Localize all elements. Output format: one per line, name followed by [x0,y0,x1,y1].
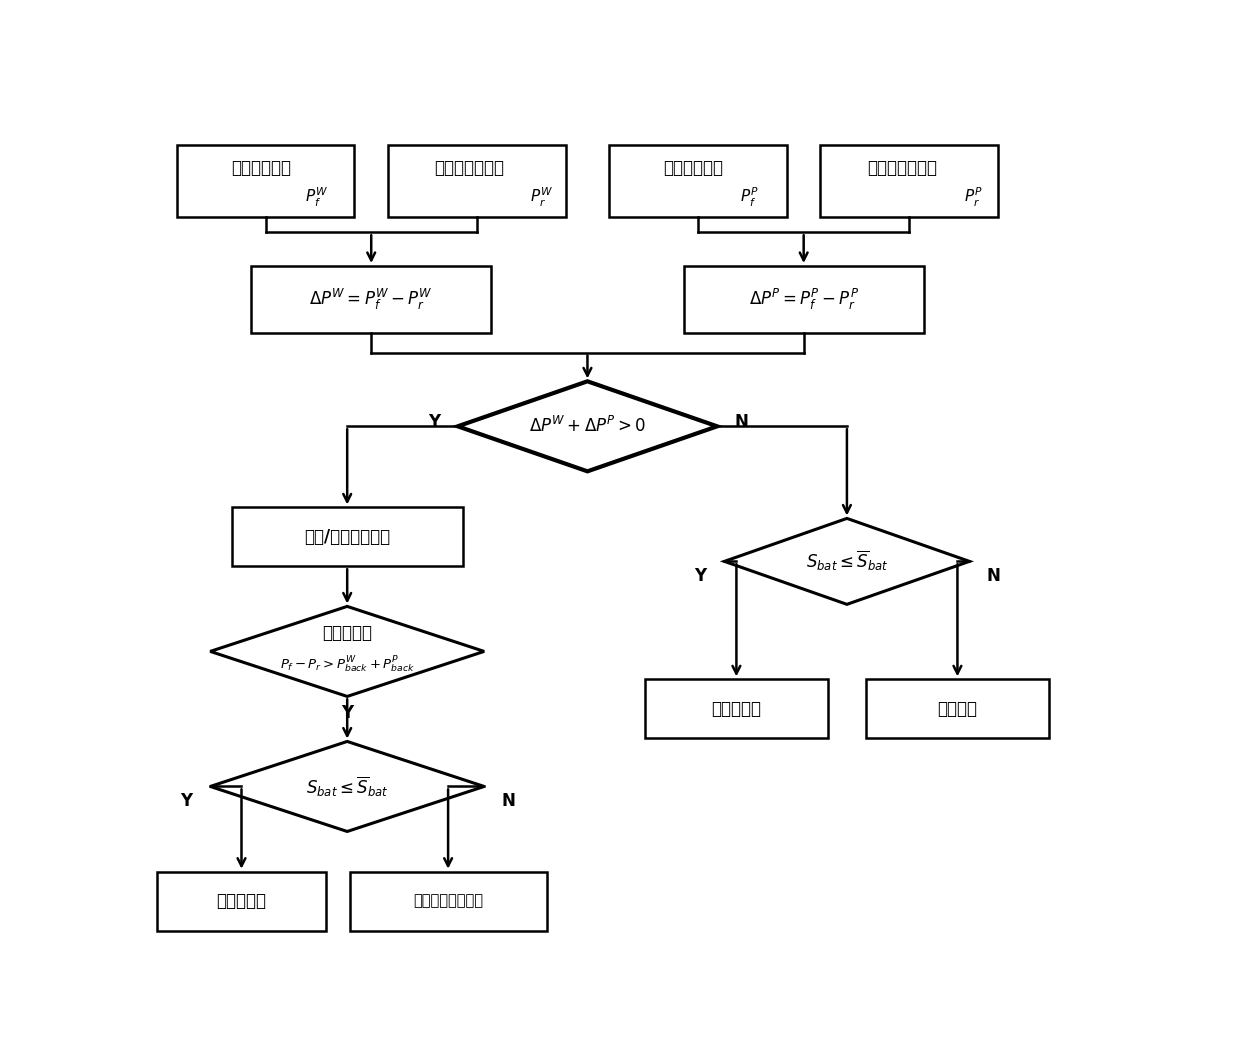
Bar [157,872,326,930]
Text: N: N [987,567,1001,585]
Text: $S_{bat}\leq\overline{S}_{bat}$: $S_{bat}\leq\overline{S}_{bat}$ [806,550,888,573]
Text: 常规机组增加出力: 常规机组增加出力 [413,894,484,909]
Text: $P_r^W$: $P_r^W$ [529,186,553,208]
Bar [388,145,565,217]
Text: 光伏预测出力: 光伏预测出力 [663,158,723,176]
Text: Y: Y [341,704,353,722]
Bar [176,145,355,217]
Text: 风电/光伏增加出力: 风电/光伏增加出力 [304,528,391,545]
Text: $P_f^W$: $P_f^W$ [305,186,329,208]
Text: 弃风弃光: 弃风弃光 [937,699,977,718]
Text: $P_f^P$: $P_f^P$ [739,186,759,208]
Bar [821,145,998,217]
Bar [609,145,787,217]
Polygon shape [211,742,484,831]
Text: $S_{bat}\leq\overline{S}_{bat}$: $S_{bat}\leq\overline{S}_{bat}$ [306,775,388,798]
Text: Y: Y [428,414,440,432]
Text: 蓄电池放电: 蓄电池放电 [217,892,267,910]
Bar [232,507,463,567]
Polygon shape [211,606,484,696]
Polygon shape [724,519,970,605]
Text: $\Delta P^W+\Delta P^P>0$: $\Delta P^W+\Delta P^P>0$ [529,417,646,437]
Bar [250,266,491,333]
Text: 备用不足？: 备用不足？ [322,624,372,642]
Text: 蓄电池充电: 蓄电池充电 [712,699,761,718]
Text: 光伏出力参考值: 光伏出力参考值 [867,158,936,176]
Text: 风电预测出力: 风电预测出力 [231,158,290,176]
Text: $\Delta P^P=P_f^P-P_r^P$: $\Delta P^P=P_f^P-P_r^P$ [749,287,858,313]
Text: 风电出力参考值: 风电出力参考值 [434,158,505,176]
Bar [866,679,1049,738]
Polygon shape [458,382,717,471]
Text: N: N [501,792,515,810]
Bar [350,872,547,930]
Bar [683,266,924,333]
Bar [645,679,828,738]
Text: $\Delta P^W=P_f^W-P_r^W$: $\Delta P^W=P_f^W-P_r^W$ [309,287,433,313]
Text: $P_r^P$: $P_r^P$ [965,186,983,208]
Text: Y: Y [694,567,707,585]
Text: $P_f-P_r>P_{back}^W+P_{back}^P$: $P_f-P_r>P_{back}^W+P_{back}^P$ [279,655,415,675]
Text: N: N [734,414,748,432]
Text: Y: Y [180,792,192,810]
